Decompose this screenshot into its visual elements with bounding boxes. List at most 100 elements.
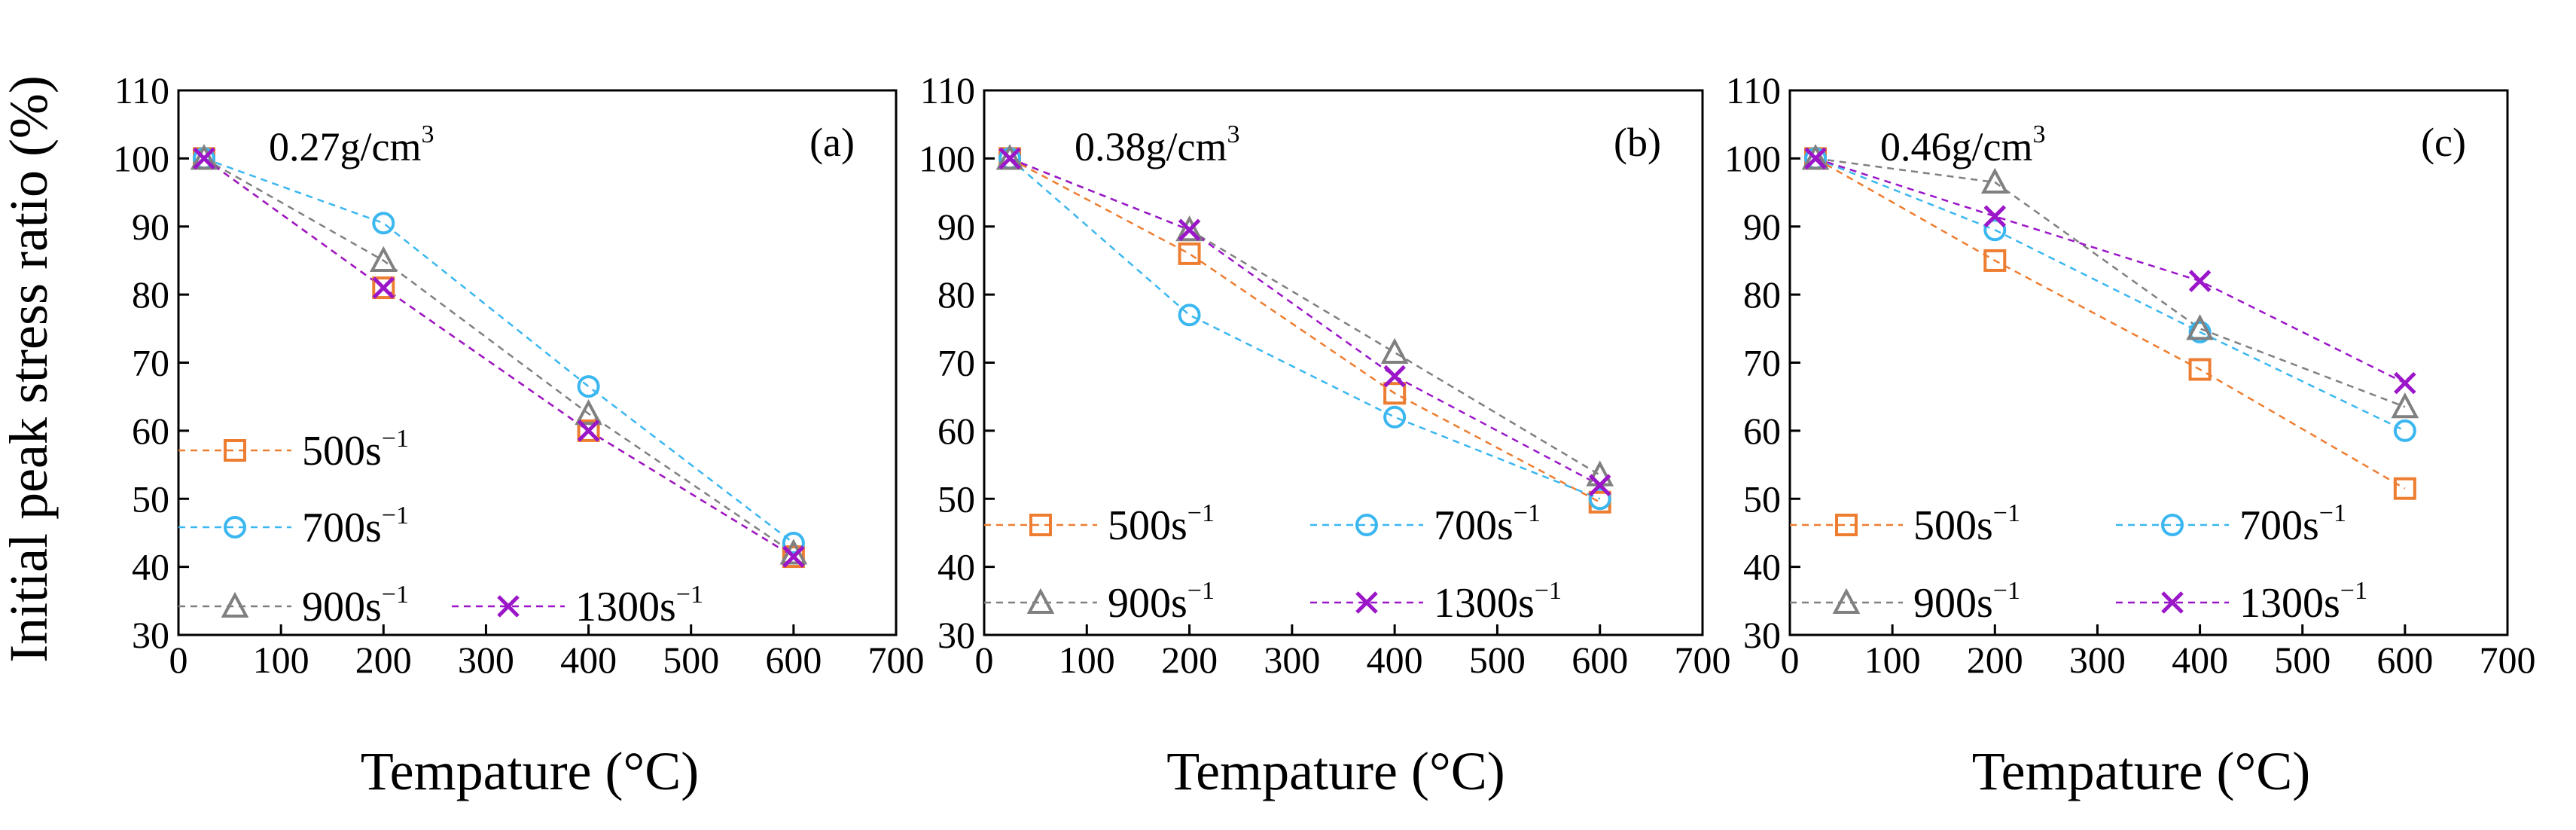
legend-label: 1300s−1 — [575, 581, 703, 630]
legend-entry-1300s-1: 1300s−1 — [2116, 577, 2367, 627]
y-tick-label: 30 — [937, 614, 975, 656]
series-line-700s-1 — [1009, 157, 1601, 500]
data-point-500s-1 — [1983, 249, 2007, 272]
data-point-900s-1 — [190, 144, 218, 170]
panel-label: (c) — [2421, 120, 2466, 165]
data-point-900s-1 — [995, 144, 1024, 170]
data-point-1300s-1 — [1178, 218, 1201, 242]
x-axis-title: Tempature (°C) — [1166, 741, 1505, 801]
data-point-500s-1 — [1383, 382, 1407, 405]
x-tick-label: 200 — [1967, 639, 2023, 681]
legend-entry-1300s-1: 1300s−1 — [452, 581, 703, 630]
legend-entry-1300s-1: 1300s−1 — [1310, 577, 1562, 627]
data-point-900s-1 — [2186, 314, 2214, 340]
panel-label: (a) — [809, 120, 855, 165]
panel-label: (b) — [1614, 120, 1661, 165]
data-point-900s-1 — [1380, 337, 1409, 364]
y-tick-label: 50 — [1743, 478, 1781, 520]
legend-marker — [221, 591, 249, 618]
x-tick-label: 600 — [2376, 639, 2433, 681]
series-line-900s-1 — [203, 157, 794, 554]
legend-entry-500s-1: 500s−1 — [984, 499, 1215, 549]
density-label: 0.38g/cm3 — [1075, 121, 1239, 169]
x-tick-label: 100 — [1059, 639, 1115, 681]
data-point-900s-1 — [575, 399, 602, 426]
x-tick-label: 200 — [1161, 639, 1218, 681]
x-tick-label: 700 — [1675, 639, 1731, 681]
data-point-500s-1 — [782, 545, 805, 569]
data-point-1300s-1 — [782, 545, 805, 568]
x-axis-title: Tempature (°C) — [361, 741, 700, 801]
y-tick-label: 100 — [113, 137, 169, 179]
legend-entry-900s-1: 900s−1 — [984, 577, 1215, 627]
series-line-500s-1 — [203, 157, 794, 558]
data-point-500s-1 — [2188, 358, 2212, 381]
x-tick-label: 100 — [1864, 639, 1921, 681]
series-line-1300s-1 — [1009, 157, 1601, 487]
data-point-700s-1 — [1178, 304, 1201, 327]
x-tick-label: 200 — [355, 639, 412, 681]
y-tick-label: 70 — [1743, 342, 1781, 384]
data-point-900s-1 — [2391, 392, 2419, 419]
y-tick-label: 30 — [1743, 614, 1781, 656]
data-point-900s-1 — [1586, 460, 1614, 487]
x-tick-label: 400 — [2172, 639, 2228, 681]
plot-frame — [1788, 89, 2509, 636]
chart-panel-2: 0 100 200 300 400 500 600 700 30 40 50 60 70 80 90 100 1… — [919, 69, 1731, 801]
y-tick-label: 110 — [114, 69, 169, 111]
legend-marker — [2161, 514, 2184, 536]
legend-label: 700s−1 — [1434, 499, 1541, 549]
data-point-700s-1 — [1383, 405, 1407, 429]
y-tick-label: 80 — [937, 273, 975, 316]
y-tick-label: 90 — [132, 206, 169, 248]
data-point-900s-1 — [1801, 144, 1830, 170]
data-point-1300s-1 — [1383, 365, 1406, 388]
x-tick-label: 300 — [1264, 639, 1320, 681]
y-tick-label: 90 — [937, 206, 975, 248]
legend-entry-700s-1: 700s−1 — [178, 502, 409, 551]
legend-label: 900s−1 — [302, 581, 409, 630]
y-tick-label: 40 — [1743, 546, 1781, 588]
series-line-1300s-1 — [203, 157, 794, 558]
x-tick-label: 600 — [1572, 639, 1628, 681]
data-point-1300s-1 — [1588, 474, 1611, 496]
y-tick-label: 70 — [937, 342, 975, 384]
x-tick-label: 0 — [975, 639, 994, 681]
series-line-900s-1 — [1815, 157, 2406, 408]
legend-label: 900s−1 — [1108, 577, 1215, 627]
y-tick-label: 60 — [937, 410, 975, 452]
data-point-700s-1 — [1588, 487, 1611, 511]
y-tick-label: 50 — [937, 478, 975, 520]
series-line-500s-1 — [1009, 157, 1601, 503]
data-point-900s-1 — [1175, 215, 1203, 242]
x-tick-label: 300 — [458, 639, 514, 681]
x-axis-title: Tempature (°C) — [1972, 741, 2311, 801]
data-point-700s-1 — [1983, 218, 2007, 242]
y-tick-label: 100 — [919, 137, 975, 179]
y-tick-label: 110 — [920, 69, 975, 111]
legend-marker — [1026, 587, 1055, 614]
legend-label: 500s−1 — [1913, 499, 2020, 549]
data-point-500s-1 — [577, 419, 600, 442]
x-tick-label: 700 — [868, 639, 925, 681]
series-line-700s-1 — [1815, 157, 2406, 432]
legend-marker — [1835, 514, 1858, 536]
data-point-1300s-1 — [372, 276, 395, 299]
legend-marker — [1832, 587, 1861, 614]
data-point-500s-1 — [1178, 242, 1201, 265]
density-label: 0.46g/cm3 — [1880, 121, 2045, 169]
legend-entry-900s-1: 900s−1 — [178, 581, 409, 630]
x-tick-label: 500 — [663, 639, 719, 681]
series-line-1300s-1 — [1815, 157, 2406, 384]
x-tick-label: 300 — [2069, 639, 2126, 681]
legend-label: 700s−1 — [2239, 499, 2346, 549]
data-point-700s-1 — [2393, 419, 2416, 442]
y-tick-label: 40 — [132, 546, 169, 588]
x-tick-label: 500 — [2274, 639, 2331, 681]
y-tick-label: 30 — [132, 614, 169, 656]
legend-marker — [224, 516, 246, 539]
legend-label: 500s−1 — [302, 425, 409, 475]
data-point-1300s-1 — [2188, 270, 2212, 292]
y-tick-label: 60 — [132, 410, 169, 452]
